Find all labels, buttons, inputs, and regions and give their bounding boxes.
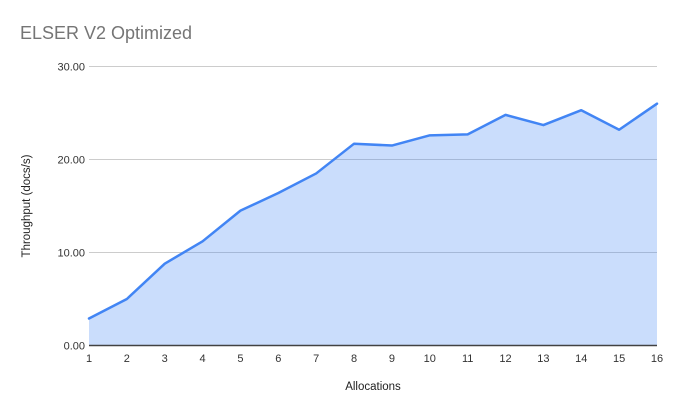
- x-tick-label: 6: [275, 353, 281, 365]
- y-tick-label: 30.00: [57, 62, 85, 74]
- y-tick-label: 0.00: [64, 341, 85, 353]
- chart-title: ELSER V2 Optimized: [20, 23, 193, 43]
- x-tick-label: 1: [86, 353, 92, 365]
- x-tick-label: 12: [499, 353, 511, 365]
- series-line: [87, 102, 659, 320]
- x-tick-label: 11: [462, 353, 473, 365]
- x-tick-label: 14: [575, 353, 587, 365]
- x-tick-label: 15: [613, 353, 625, 365]
- x-tick-label: 4: [200, 353, 206, 365]
- x-tick-label: 3: [162, 353, 168, 365]
- x-axis-title: Allocations: [345, 381, 401, 393]
- x-tick-label: 5: [237, 353, 243, 365]
- x-tick-label: 9: [389, 353, 395, 365]
- x-tick-label: 16: [651, 353, 663, 365]
- x-tick-label: 8: [351, 353, 357, 365]
- y-tick-label: 10.00: [57, 248, 85, 260]
- y-tick-label: 20.00: [57, 155, 85, 167]
- x-tick-label: 7: [313, 353, 319, 365]
- series-area: [89, 103, 657, 346]
- x-tick-label: 13: [537, 353, 549, 365]
- x-tick-label: 10: [424, 353, 436, 365]
- x-tick-label: 2: [124, 353, 130, 365]
